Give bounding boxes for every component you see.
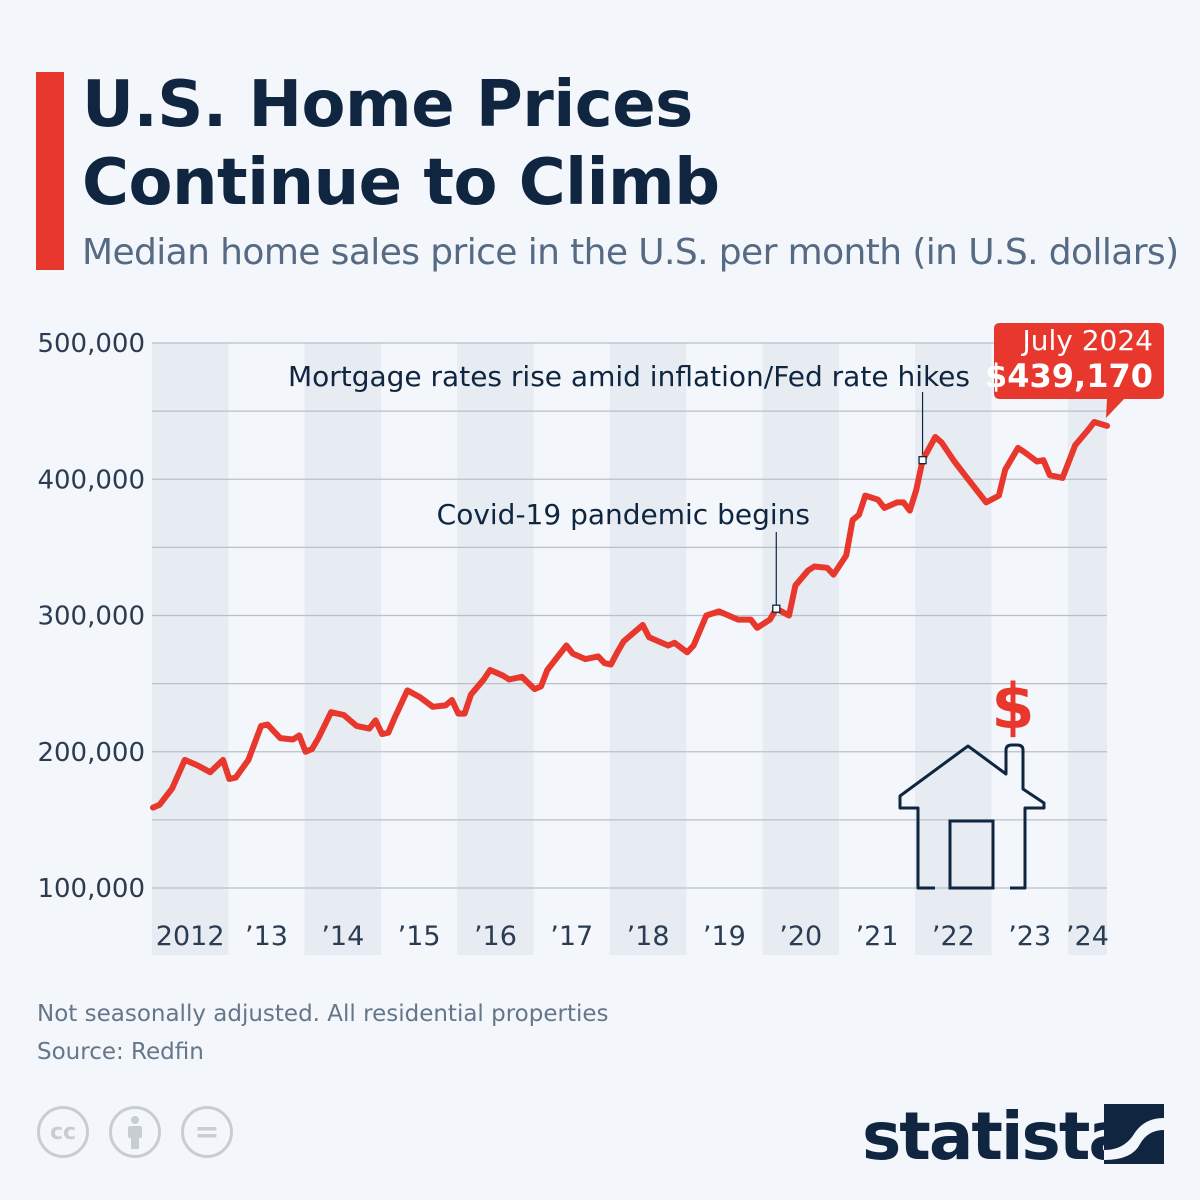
x-tick-label: ’14: [321, 921, 364, 952]
brand-text: statista: [862, 1098, 1133, 1175]
y-tick-label: 500,000: [37, 329, 145, 359]
x-tick-label: ’21: [856, 921, 899, 952]
y-tick-label: 200,000: [37, 738, 145, 768]
latest-value-callout: July 2024 $439,170: [985, 323, 1164, 418]
year-band: [915, 343, 992, 955]
x-tick-label: ’20: [779, 921, 822, 952]
gridlines: [152, 342, 1107, 889]
annotation-label: Covid-19 pandemic begins: [437, 498, 810, 531]
annotation-marker: [772, 604, 781, 613]
x-tick-label: ’17: [550, 921, 593, 952]
callout-value: $439,170: [985, 357, 1153, 395]
house-illustration: $: [898, 670, 1046, 890]
annotations: Covid-19 pandemic begins Mortgage rates r…: [288, 360, 970, 609]
x-tick-label: ’22: [932, 921, 975, 952]
statista-logo-mark: [1104, 1104, 1164, 1164]
source: Source: Redfin: [37, 1039, 204, 1065]
cc-icon[interactable]: cc: [37, 1106, 89, 1158]
attribution-icon[interactable]: [109, 1106, 161, 1158]
x-tick-label: ’19: [703, 921, 746, 952]
no-derivatives-icon[interactable]: =: [181, 1106, 233, 1158]
footnote: Not seasonally adjusted. All residential…: [37, 1001, 609, 1027]
year-band: [152, 343, 229, 955]
x-tick-label: ’16: [474, 921, 517, 952]
title-line-1: U.S. Home Prices: [82, 68, 693, 142]
x-axis-ticks: 2012 ’13 ’14 ’15 ’16 ’17 ’18 ’19 ’20 ’21 ’22 ’23 ’24: [156, 921, 1109, 952]
title-line-2: Continue to Climb: [82, 146, 720, 220]
person-glyph: [128, 1116, 142, 1149]
price-line: [150, 419, 1110, 811]
y-tick-label: 400,000: [37, 465, 145, 495]
y-tick-label: 300,000: [37, 602, 145, 632]
page-title: U.S. Home Prices Continue to Climb: [82, 66, 720, 222]
y-tick-label: 100,000: [37, 874, 145, 904]
year-band: [457, 343, 534, 955]
annotation-markers: [772, 456, 927, 613]
cc-label: cc: [49, 1119, 77, 1145]
annotation-label: Mortgage rates rise amid inflation/Fed r…: [288, 360, 970, 393]
year-band: [304, 343, 381, 955]
x-tick-label: 2012: [156, 921, 225, 952]
dollar-icon: $: [991, 670, 1034, 743]
year-band: [762, 343, 839, 955]
x-tick-label: ’13: [245, 921, 288, 952]
callout-date: July 2024: [1020, 324, 1153, 357]
nd-label: =: [194, 1114, 220, 1150]
subtitle: Median home sales price in the U.S. per …: [82, 232, 1179, 273]
house-door: [948, 819, 995, 890]
title-accent-bar: [36, 72, 64, 270]
year-bands: [152, 343, 1107, 955]
x-tick-label: ’18: [627, 921, 670, 952]
x-tick-label: ’15: [398, 921, 441, 952]
annotation-marker: [918, 456, 927, 465]
statista-logo[interactable]: statista: [862, 1098, 1133, 1175]
house-icon: [898, 743, 1046, 890]
x-tick-label: ’23: [1008, 921, 1051, 952]
x-tick-label: ’24: [1066, 921, 1109, 952]
y-axis-ticks: 100,000 200,000 300,000 400,000 500,000: [37, 329, 145, 904]
